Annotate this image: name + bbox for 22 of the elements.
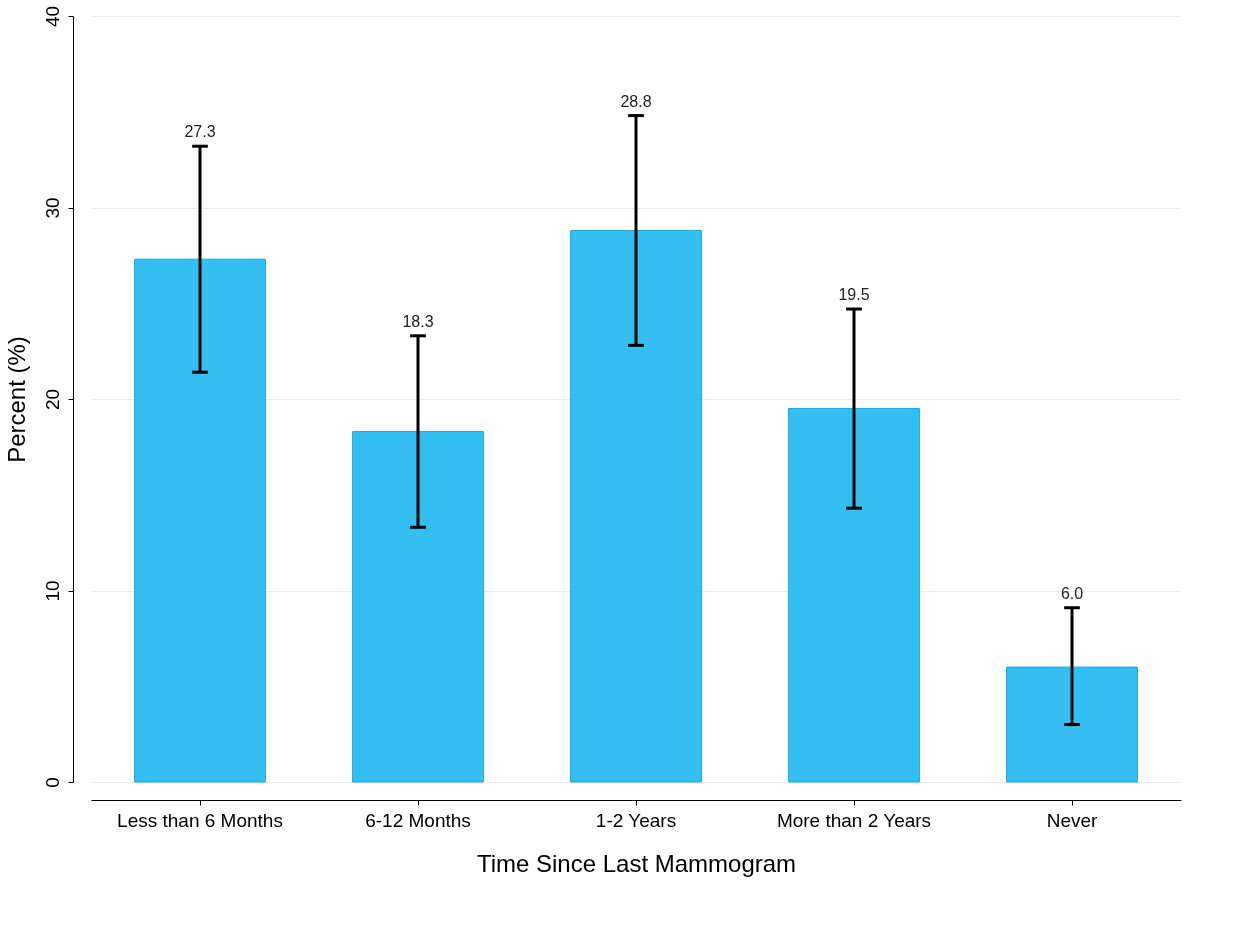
y-tick-label: 0 bbox=[41, 777, 63, 788]
y-tick-label: 30 bbox=[41, 197, 63, 219]
annotation: 6.0 bbox=[1060, 584, 1084, 602]
bar bbox=[570, 229, 702, 783]
y-tick-label: 20 bbox=[41, 388, 63, 411]
x-tick-label: Never bbox=[1046, 809, 1099, 831]
bar bbox=[788, 408, 920, 783]
y-tick-label: 10 bbox=[41, 580, 63, 602]
annotation: 18.3 bbox=[402, 312, 434, 330]
x-tick-label: More than 2 Years bbox=[776, 809, 932, 831]
x-axis-title: Time Since Last Mammogram bbox=[476, 849, 797, 877]
x-tick-label: Less than 6 Months bbox=[117, 809, 283, 831]
annotation: 27.3 bbox=[184, 123, 216, 141]
bar bbox=[1006, 666, 1138, 783]
bar bbox=[352, 431, 484, 783]
annotation: 19.5 bbox=[838, 285, 870, 303]
y-tick-label: 40 bbox=[41, 5, 63, 28]
y-axis-title: Percent (%) bbox=[2, 336, 30, 463]
bar bbox=[134, 258, 266, 783]
x-tick-label: 1-2 Years bbox=[595, 809, 677, 831]
x-tick-label: 6-12 Months bbox=[365, 809, 471, 831]
annotation: 28.8 bbox=[620, 92, 652, 110]
